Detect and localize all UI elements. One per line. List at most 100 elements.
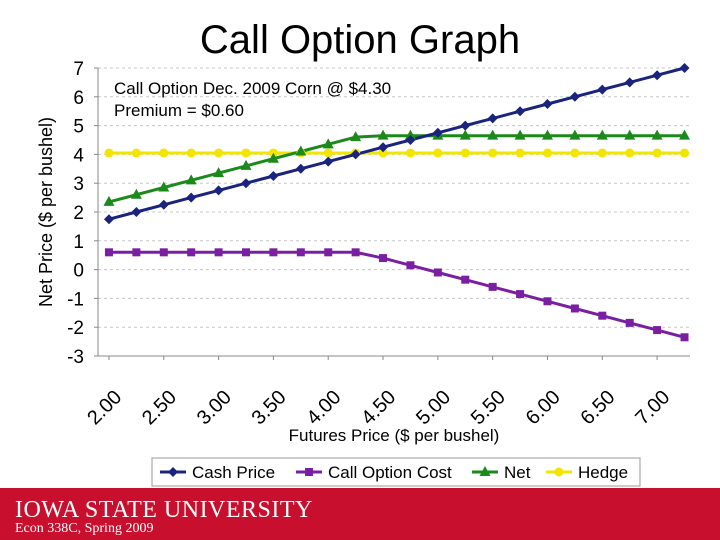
data-point	[214, 248, 223, 257]
data-point	[214, 148, 224, 158]
data-point	[158, 181, 170, 192]
data-point	[652, 148, 662, 158]
data-point	[488, 282, 497, 291]
data-point	[433, 148, 443, 158]
data-point	[186, 148, 196, 158]
data-point	[543, 297, 552, 306]
x-tick-label: 6.50	[577, 386, 620, 429]
data-point	[625, 148, 635, 158]
data-point	[159, 248, 168, 257]
y-tick-label: 6	[73, 88, 84, 109]
data-point	[305, 468, 313, 476]
data-point	[680, 333, 689, 342]
data-point	[652, 70, 663, 81]
data-point	[168, 467, 178, 477]
y-tick-label: 0	[73, 261, 84, 282]
university-logo: IOWA STATE UNIVERSITY	[15, 497, 313, 523]
x-tick-label: 6.00	[522, 386, 565, 429]
data-point	[187, 248, 196, 257]
data-point	[323, 156, 334, 167]
data-point	[323, 148, 333, 158]
data-point	[433, 268, 442, 277]
x-tick-label: 3.50	[248, 386, 291, 429]
data-point	[268, 171, 279, 181]
y-tick-label: -3	[67, 347, 84, 368]
data-point	[377, 129, 389, 140]
data-point	[541, 129, 553, 140]
y-tick-label: 5	[73, 117, 84, 138]
data-point	[460, 148, 470, 158]
legend-label: Call Option Cost	[328, 463, 452, 482]
y-tick-label: -1	[67, 289, 84, 310]
data-point	[241, 148, 251, 158]
data-point	[515, 106, 526, 117]
data-point	[405, 148, 415, 158]
data-point	[103, 214, 114, 225]
chart: 7 6 5 4 3 2 1 0 -1 -2 -3 2.00 2.50 3.00 3.50 4.00 4.50 5.…	[36, 59, 691, 487]
x-tick-label: 7.00	[631, 386, 674, 429]
data-point	[679, 129, 691, 140]
data-point	[130, 188, 142, 199]
data-point	[651, 129, 663, 140]
data-point	[104, 148, 114, 158]
data-point	[516, 290, 525, 299]
data-point	[570, 304, 579, 313]
x-tick-label: 5.00	[412, 386, 455, 429]
data-point	[324, 248, 333, 257]
data-point	[514, 129, 526, 140]
data-point	[515, 148, 525, 158]
annotation-line: Call Option Dec. 2009 Corn @ $4.30	[114, 79, 391, 98]
data-point	[159, 148, 169, 158]
data-point	[542, 99, 553, 109]
series-line-net	[108, 134, 685, 204]
data-point	[269, 248, 278, 257]
data-point	[404, 129, 416, 140]
data-point	[131, 148, 141, 158]
annotation-line: Premium = $0.60	[114, 101, 244, 120]
y-tick-label: -2	[67, 318, 84, 339]
data-point	[351, 248, 360, 257]
y-tick-label: 1	[73, 232, 84, 253]
data-point	[624, 129, 636, 140]
data-point	[296, 248, 305, 257]
data-point	[378, 142, 389, 153]
data-point	[598, 311, 607, 320]
data-point	[624, 77, 635, 88]
slide-title: Call Option Graph	[199, 18, 521, 62]
x-tick-label: 4.00	[302, 386, 345, 429]
y-tick-label: 3	[73, 174, 84, 195]
data-point	[488, 148, 498, 158]
data-point	[158, 199, 169, 210]
data-point	[432, 127, 443, 138]
data-point	[295, 163, 306, 174]
data-point	[405, 135, 416, 145]
data-point	[406, 261, 415, 270]
legend-label: Hedge	[578, 463, 628, 482]
data-point	[461, 275, 470, 284]
data-point	[542, 148, 552, 158]
data-point	[679, 63, 690, 73]
data-point	[479, 466, 491, 476]
x-tick-label: 2.50	[138, 386, 181, 429]
data-point	[378, 148, 388, 158]
data-point	[267, 152, 279, 163]
data-point	[132, 248, 141, 257]
data-point	[213, 167, 225, 178]
series-line-cash-price	[108, 66, 685, 221]
x-tick-label: 2.00	[83, 386, 126, 429]
data-point	[554, 467, 564, 477]
data-point	[213, 185, 224, 196]
data-point	[596, 129, 608, 140]
data-point	[653, 326, 662, 335]
data-point	[460, 120, 471, 131]
data-point	[295, 145, 307, 156]
data-point	[185, 174, 197, 185]
data-point	[131, 207, 142, 217]
data-point	[625, 318, 634, 327]
course-label: Econ 338C, Spring 2009	[15, 521, 154, 536]
data-point	[322, 138, 334, 149]
x-tick-label: 3.00	[193, 386, 236, 429]
data-point	[597, 148, 607, 158]
legend-label: Cash Price	[192, 463, 275, 482]
data-point	[350, 131, 362, 142]
